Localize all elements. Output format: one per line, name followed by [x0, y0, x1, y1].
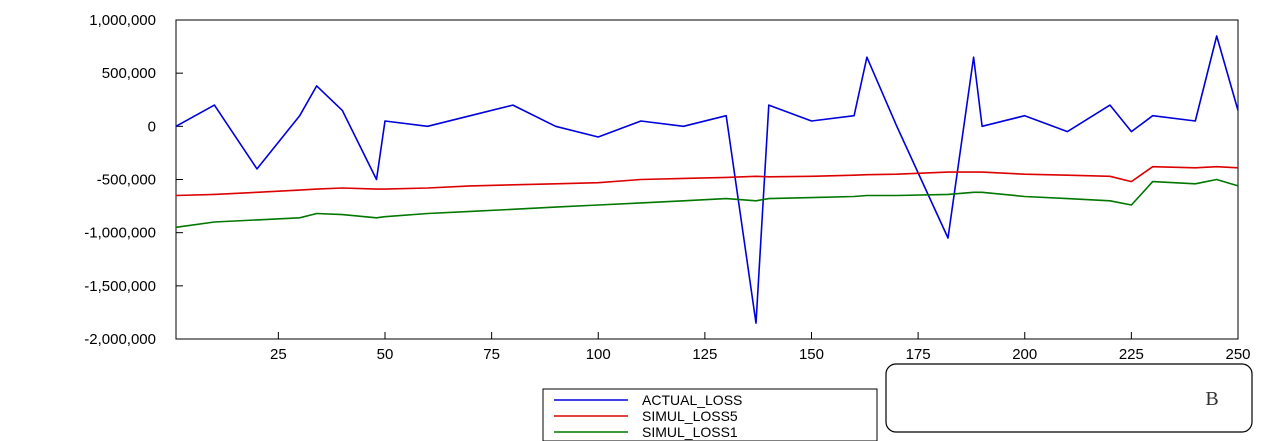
annotation-frame	[885, 363, 1253, 433]
x-tick-label: 75	[483, 346, 500, 363]
series-line-simul-loss5	[175, 165, 1239, 197]
y-axis: 1,000,000 500,000 0 -500,000 -1,000,000 -1,50…	[84, 12, 183, 348]
y-tick-label: -1,500,000	[84, 278, 156, 295]
x-axis: 25 50 75 100 125 150 175 200 225 250	[270, 332, 1251, 363]
plot-area	[175, 19, 1239, 340]
y-tick-label: -2,000,000	[84, 331, 156, 348]
legend-label: SIMUL_LOSS5	[642, 408, 738, 424]
annotation-box: B	[885, 363, 1253, 433]
series-group	[175, 35, 1239, 324]
series-line-actual-loss	[175, 35, 1239, 324]
y-tick-label: -500,000	[97, 172, 156, 189]
x-tick-label: 175	[906, 346, 931, 363]
series-line-simul-loss1	[175, 178, 1239, 229]
x-tick-label: 125	[692, 346, 717, 363]
x-tick-label: 225	[1119, 346, 1144, 363]
y-tick-label: -1,000,000	[84, 225, 156, 242]
y-tick-label: 0	[148, 118, 156, 135]
x-tick-label: 25	[270, 346, 287, 363]
y-tick-label: 1,000,000	[89, 12, 156, 29]
x-tick-label: 150	[799, 346, 824, 363]
legend-label: ACTUAL_LOSS	[642, 392, 742, 408]
x-tick-label: 50	[377, 346, 394, 363]
legend-label: SIMUL_LOSS1	[642, 424, 738, 440]
annotation-label: B	[1205, 388, 1218, 410]
x-tick-label: 250	[1225, 346, 1250, 363]
x-tick-label: 100	[586, 346, 611, 363]
y-tick-label: 500,000	[102, 65, 156, 82]
x-tick-label: 200	[1012, 346, 1037, 363]
